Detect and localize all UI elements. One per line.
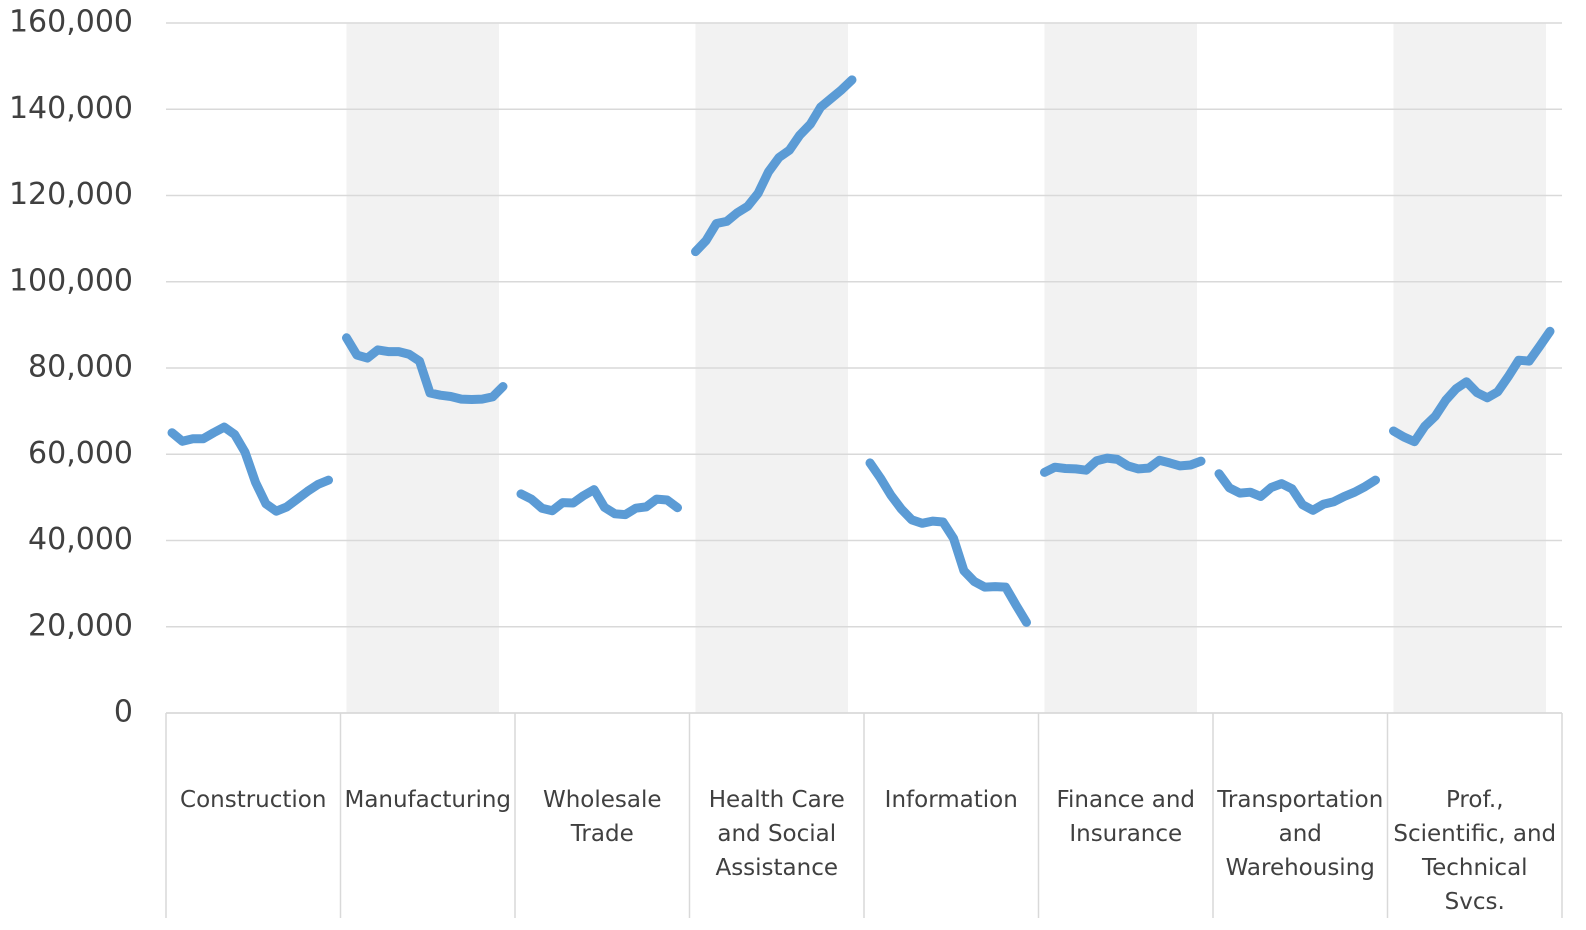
x-tick-label: Manufacturing [344,787,512,813]
x-tick-label: Transportation and Warehousing [1217,787,1384,881]
line [167,422,333,516]
y-tick-label: 40,000 [28,522,133,557]
x-tick-label: Health Care and Social Assistance [708,787,845,881]
x-tick-label: Prof., Scientific, and Technical Svcs. [1393,787,1557,915]
line [342,333,508,404]
y-tick-label: 120,000 [9,177,133,212]
line [691,75,857,257]
line [1214,469,1380,515]
x-tick-label: Finance and Insurance [1056,787,1196,847]
line [1389,326,1555,447]
y-tick-label: 160,000 [9,5,133,40]
y-tick-label: 0 [114,695,133,730]
y-tick-label: 140,000 [9,91,133,126]
y-tick-label: 100,000 [9,263,133,298]
y-tick-label: 80,000 [28,350,133,385]
y-tick-label: 20,000 [28,608,133,643]
y-tick-label: 60,000 [28,436,133,471]
x-tick-label: Wholesale Trade [542,787,662,847]
line [865,458,1031,627]
line [516,485,682,520]
x-tick-label: Information [884,787,1018,813]
line [1040,453,1206,477]
x-tick-label: Construction [180,787,327,813]
